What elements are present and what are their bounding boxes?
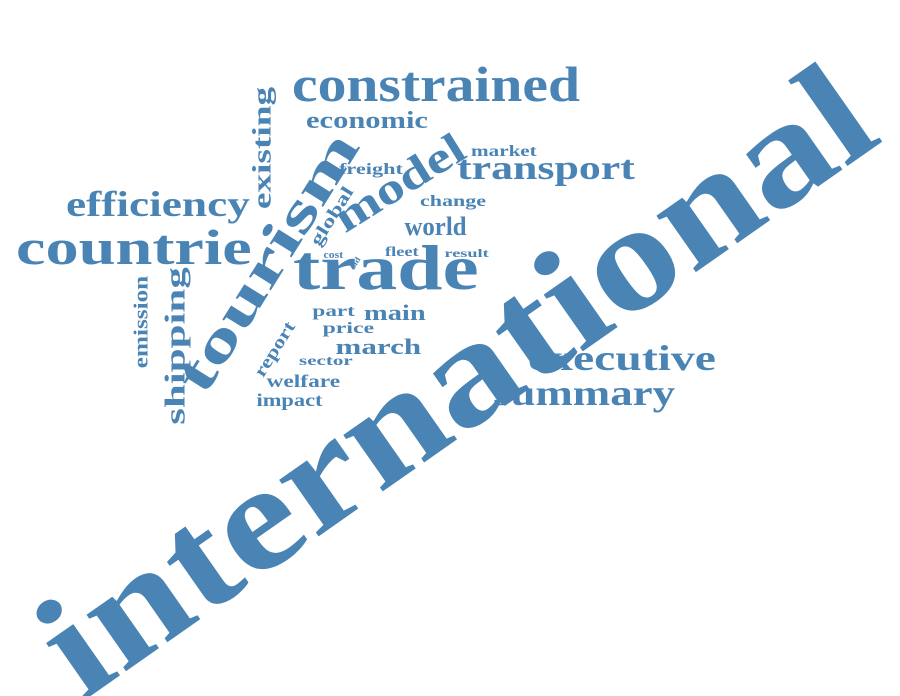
word-main: main [364, 300, 426, 325]
word-march: march [335, 334, 421, 359]
word-constrained: constrained [292, 56, 580, 112]
word-price: price [322, 320, 374, 337]
word-economic: economic [305, 108, 428, 134]
word-executive: executive [528, 338, 716, 378]
word-part: part [311, 303, 355, 320]
word-transport: transport [457, 150, 635, 187]
word-result: result [443, 246, 489, 260]
word-sector: sector [299, 354, 353, 369]
word-countrie: countrie [16, 219, 252, 275]
word-cost: cost [323, 250, 343, 261]
word-emission: emission [130, 275, 153, 369]
word-world: world [403, 212, 467, 241]
word-efficiency: efficiency [66, 184, 250, 224]
word-summary: summary [492, 373, 676, 413]
word-welfare: welfare [266, 371, 340, 391]
word-trade: trade [293, 232, 479, 303]
word-freight: freight [339, 161, 403, 178]
word-fleet: fleet [385, 245, 419, 260]
word-shipping: shipping [159, 267, 191, 425]
word-change: change [420, 193, 486, 210]
word-market: market [471, 143, 537, 160]
word-existing: existing [247, 86, 277, 210]
word-impact: impact [256, 390, 322, 410]
